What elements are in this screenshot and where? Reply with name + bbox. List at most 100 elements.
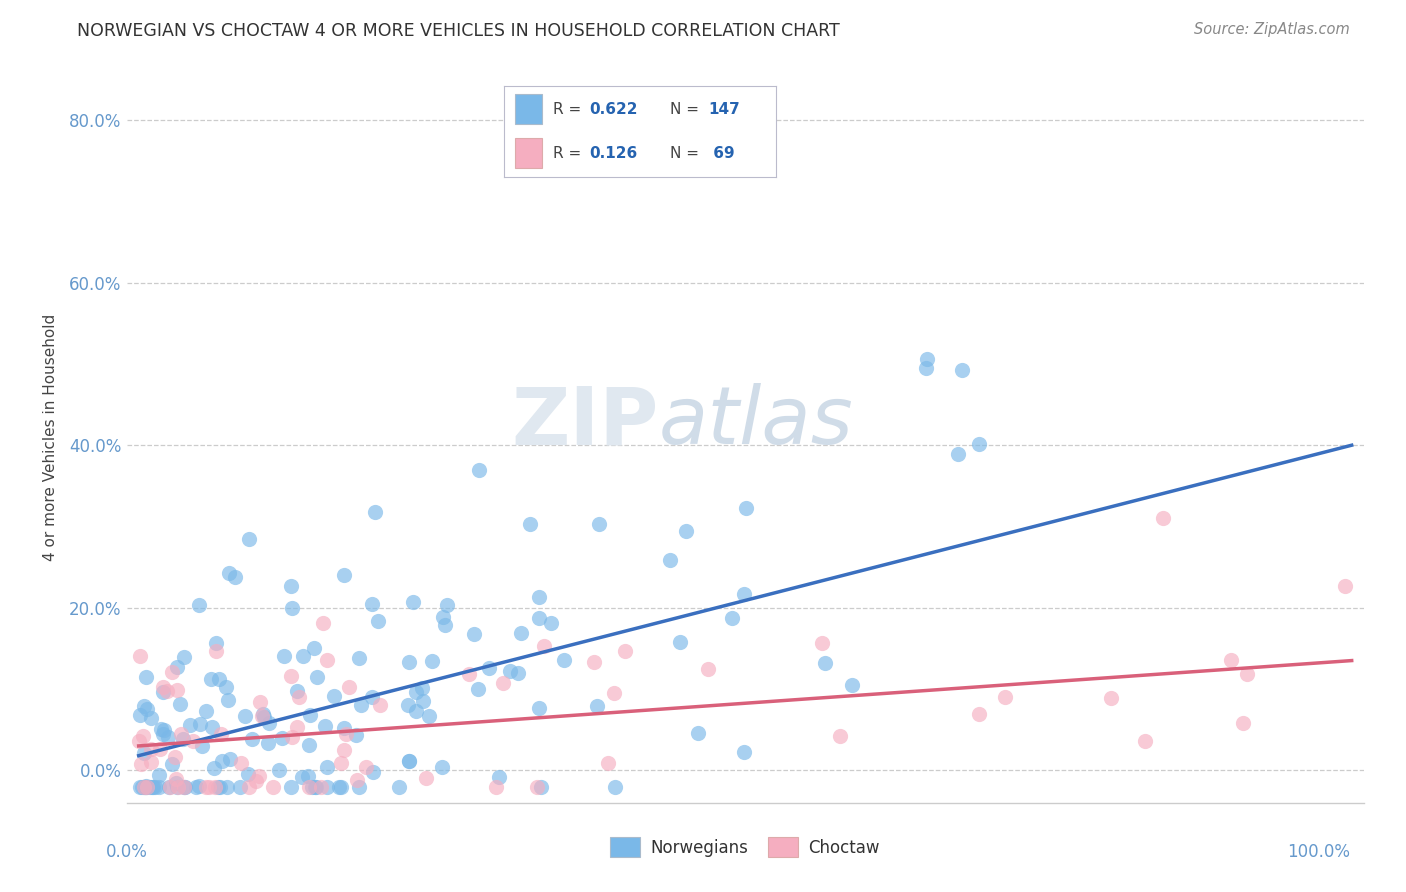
Point — [218, 566, 240, 580]
Point — [346, 772, 368, 787]
Point — [181, 734, 204, 748]
Point — [418, 709, 440, 723]
Point — [323, 689, 346, 703]
Point — [307, 671, 329, 685]
Point — [149, 722, 172, 736]
Point — [136, 702, 159, 716]
Point — [166, 660, 188, 674]
Point — [588, 517, 610, 532]
Point — [165, 772, 187, 786]
Point — [467, 682, 489, 697]
Point — [194, 704, 217, 718]
Point — [337, 680, 360, 694]
Text: ZIP: ZIP — [512, 384, 658, 461]
Point — [202, 761, 225, 775]
Point — [280, 780, 302, 794]
Point — [367, 614, 389, 628]
Y-axis label: 4 or more Vehicles in Household: 4 or more Vehicles in Household — [44, 313, 58, 561]
Point — [291, 770, 314, 784]
Point — [256, 736, 278, 750]
Point — [205, 644, 228, 658]
Point — [238, 532, 260, 546]
Point — [159, 780, 181, 794]
Point — [302, 641, 325, 656]
Point — [814, 657, 837, 671]
Point — [1133, 733, 1156, 747]
Point — [430, 760, 453, 774]
Point — [1152, 511, 1174, 525]
Point — [333, 721, 356, 735]
Point — [141, 755, 163, 769]
Point — [301, 780, 323, 794]
Point — [129, 757, 152, 772]
Point — [148, 768, 170, 782]
Point — [361, 597, 384, 611]
Text: atlas: atlas — [658, 384, 853, 461]
Point — [153, 723, 176, 737]
Point — [280, 669, 302, 683]
Point — [733, 587, 755, 601]
Point — [686, 726, 709, 740]
Point — [148, 780, 170, 794]
Point — [238, 766, 260, 780]
Point — [432, 609, 454, 624]
Point — [553, 653, 575, 667]
Point — [585, 698, 607, 713]
Point — [492, 676, 515, 690]
Point — [297, 738, 319, 752]
Point — [733, 745, 755, 759]
Point — [157, 730, 180, 744]
Legend: Norwegians, Choctaw: Norwegians, Choctaw — [603, 830, 887, 864]
Point — [305, 780, 328, 794]
Point — [297, 769, 319, 783]
Point — [233, 709, 256, 723]
Point — [201, 720, 224, 734]
Point — [433, 617, 456, 632]
Point — [209, 727, 232, 741]
Point — [1099, 690, 1122, 705]
Point — [208, 672, 231, 686]
Point — [162, 757, 184, 772]
Point — [811, 636, 834, 650]
Point — [187, 780, 209, 794]
Point — [415, 771, 437, 785]
Point — [139, 711, 162, 725]
Point — [135, 670, 157, 684]
Point — [527, 611, 550, 625]
Point — [169, 697, 191, 711]
Point — [288, 690, 311, 705]
Point — [285, 720, 308, 734]
Point — [519, 516, 541, 531]
Point — [304, 780, 326, 794]
Point — [174, 780, 197, 794]
Point — [285, 684, 308, 698]
Point — [165, 749, 187, 764]
Point — [280, 579, 302, 593]
Point — [309, 780, 332, 794]
Point — [499, 664, 522, 678]
Point — [262, 780, 284, 794]
Point — [165, 776, 187, 790]
Point — [135, 780, 157, 794]
Point — [299, 707, 322, 722]
Point — [401, 594, 423, 608]
Point — [967, 706, 990, 721]
Point — [145, 780, 167, 794]
Point — [134, 746, 156, 760]
Point — [734, 501, 756, 516]
Point — [420, 654, 443, 668]
Point — [457, 667, 479, 681]
Point — [329, 756, 352, 770]
Point — [335, 727, 357, 741]
Point — [253, 710, 276, 724]
Point — [463, 627, 485, 641]
Point — [1219, 653, 1241, 667]
Point — [128, 733, 150, 747]
Point — [215, 780, 238, 794]
Point — [129, 708, 152, 723]
Point — [841, 678, 863, 692]
Point — [388, 780, 411, 794]
Point — [509, 626, 531, 640]
Point — [396, 698, 419, 712]
Point — [967, 436, 990, 450]
